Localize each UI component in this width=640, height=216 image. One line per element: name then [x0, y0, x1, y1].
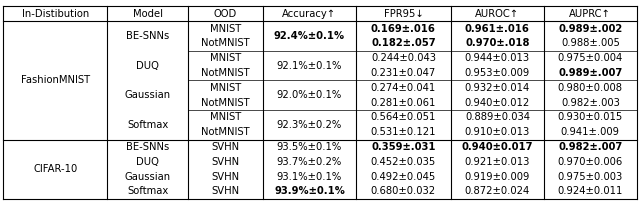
- Text: MNIST: MNIST: [210, 53, 241, 63]
- Text: 0.182±.057: 0.182±.057: [371, 38, 436, 48]
- Text: 92.0%±0.1%: 92.0%±0.1%: [277, 90, 342, 100]
- Text: AUROC↑: AUROC↑: [476, 9, 520, 19]
- Text: BE-SNNs: BE-SNNs: [126, 142, 169, 152]
- Text: SVHN: SVHN: [211, 172, 239, 181]
- Text: 0.953±0.009: 0.953±0.009: [465, 68, 530, 78]
- Text: 0.921±0.013: 0.921±0.013: [465, 157, 530, 167]
- Text: 0.980±0.008: 0.980±0.008: [558, 83, 623, 93]
- Text: 93.1%±0.1%: 93.1%±0.1%: [277, 172, 342, 181]
- Text: 0.531±0.121: 0.531±0.121: [371, 127, 436, 137]
- Text: SVHN: SVHN: [211, 157, 239, 167]
- Text: 0.244±0.043: 0.244±0.043: [371, 53, 436, 63]
- Text: 0.982±.003: 0.982±.003: [561, 98, 620, 108]
- Text: 0.452±0.035: 0.452±0.035: [371, 157, 436, 167]
- Text: 0.231±0.047: 0.231±0.047: [371, 68, 436, 78]
- Text: 0.982±.007: 0.982±.007: [558, 142, 623, 152]
- Text: In-Distibution: In-Distibution: [22, 9, 89, 19]
- Text: Gaussian: Gaussian: [124, 90, 171, 100]
- Text: 0.889±0.034: 0.889±0.034: [465, 112, 530, 122]
- Text: NotMNIST: NotMNIST: [201, 127, 250, 137]
- Text: 0.932±0.014: 0.932±0.014: [465, 83, 530, 93]
- Text: 0.359±.031: 0.359±.031: [371, 142, 436, 152]
- Text: Accuracy↑: Accuracy↑: [282, 9, 337, 19]
- Text: 93.7%±0.2%: 93.7%±0.2%: [277, 157, 342, 167]
- Text: 0.975±0.003: 0.975±0.003: [557, 172, 623, 181]
- Text: 0.940±0.012: 0.940±0.012: [465, 98, 530, 108]
- Text: 93.9%±0.1%: 93.9%±0.1%: [274, 186, 345, 196]
- Text: 0.910±0.013: 0.910±0.013: [465, 127, 530, 137]
- Text: 0.970±.018: 0.970±.018: [465, 38, 530, 48]
- Text: AUPRC↑: AUPRC↑: [570, 9, 611, 19]
- Text: 0.941±.009: 0.941±.009: [561, 127, 620, 137]
- Text: 0.940±0.017: 0.940±0.017: [461, 142, 533, 152]
- Text: 0.492±0.045: 0.492±0.045: [371, 172, 436, 181]
- Text: 93.5%±0.1%: 93.5%±0.1%: [277, 142, 342, 152]
- Text: 0.274±0.041: 0.274±0.041: [371, 83, 436, 93]
- Text: 0.970±0.006: 0.970±0.006: [557, 157, 623, 167]
- Text: 92.3%±0.2%: 92.3%±0.2%: [277, 120, 342, 130]
- Text: DUQ: DUQ: [136, 157, 159, 167]
- Text: 0.680±0.032: 0.680±0.032: [371, 186, 436, 196]
- Text: 92.4%±0.1%: 92.4%±0.1%: [274, 31, 345, 41]
- Text: MNIST: MNIST: [210, 112, 241, 122]
- Text: 0.930±0.015: 0.930±0.015: [557, 112, 623, 122]
- Text: 0.919±0.009: 0.919±0.009: [465, 172, 530, 181]
- Text: OOD: OOD: [214, 9, 237, 19]
- Text: 0.564±0.051: 0.564±0.051: [371, 112, 436, 122]
- Text: 0.944±0.013: 0.944±0.013: [465, 53, 530, 63]
- Text: FashionMNIST: FashionMNIST: [20, 75, 90, 85]
- Text: Softmax: Softmax: [127, 120, 168, 130]
- Text: MNIST: MNIST: [210, 83, 241, 93]
- Text: BE-SNNs: BE-SNNs: [126, 31, 169, 41]
- Text: SVHN: SVHN: [211, 142, 239, 152]
- Text: 0.872±0.024: 0.872±0.024: [465, 186, 530, 196]
- Text: 0.975±0.004: 0.975±0.004: [557, 53, 623, 63]
- Text: SVHN: SVHN: [211, 186, 239, 196]
- Text: MNIST: MNIST: [210, 24, 241, 34]
- Text: 0.961±.016: 0.961±.016: [465, 24, 530, 34]
- Text: NotMNIST: NotMNIST: [201, 68, 250, 78]
- Text: 0.281±0.061: 0.281±0.061: [371, 98, 436, 108]
- Text: CIFAR-10: CIFAR-10: [33, 164, 77, 174]
- Text: 0.989±.002: 0.989±.002: [558, 24, 623, 34]
- Text: 0.169±.016: 0.169±.016: [371, 24, 436, 34]
- Text: Model: Model: [132, 9, 163, 19]
- Text: 0.924±0.011: 0.924±0.011: [557, 186, 623, 196]
- Text: DUQ: DUQ: [136, 61, 159, 71]
- Text: 0.989±.007: 0.989±.007: [558, 68, 623, 78]
- Text: NotMNIST: NotMNIST: [201, 38, 250, 48]
- Text: 0.988±.005: 0.988±.005: [561, 38, 620, 48]
- Text: 92.1%±0.1%: 92.1%±0.1%: [276, 61, 342, 71]
- Text: FPR95↓: FPR95↓: [383, 9, 423, 19]
- Text: Gaussian: Gaussian: [124, 172, 171, 181]
- Text: NotMNIST: NotMNIST: [201, 98, 250, 108]
- Text: Softmax: Softmax: [127, 186, 168, 196]
